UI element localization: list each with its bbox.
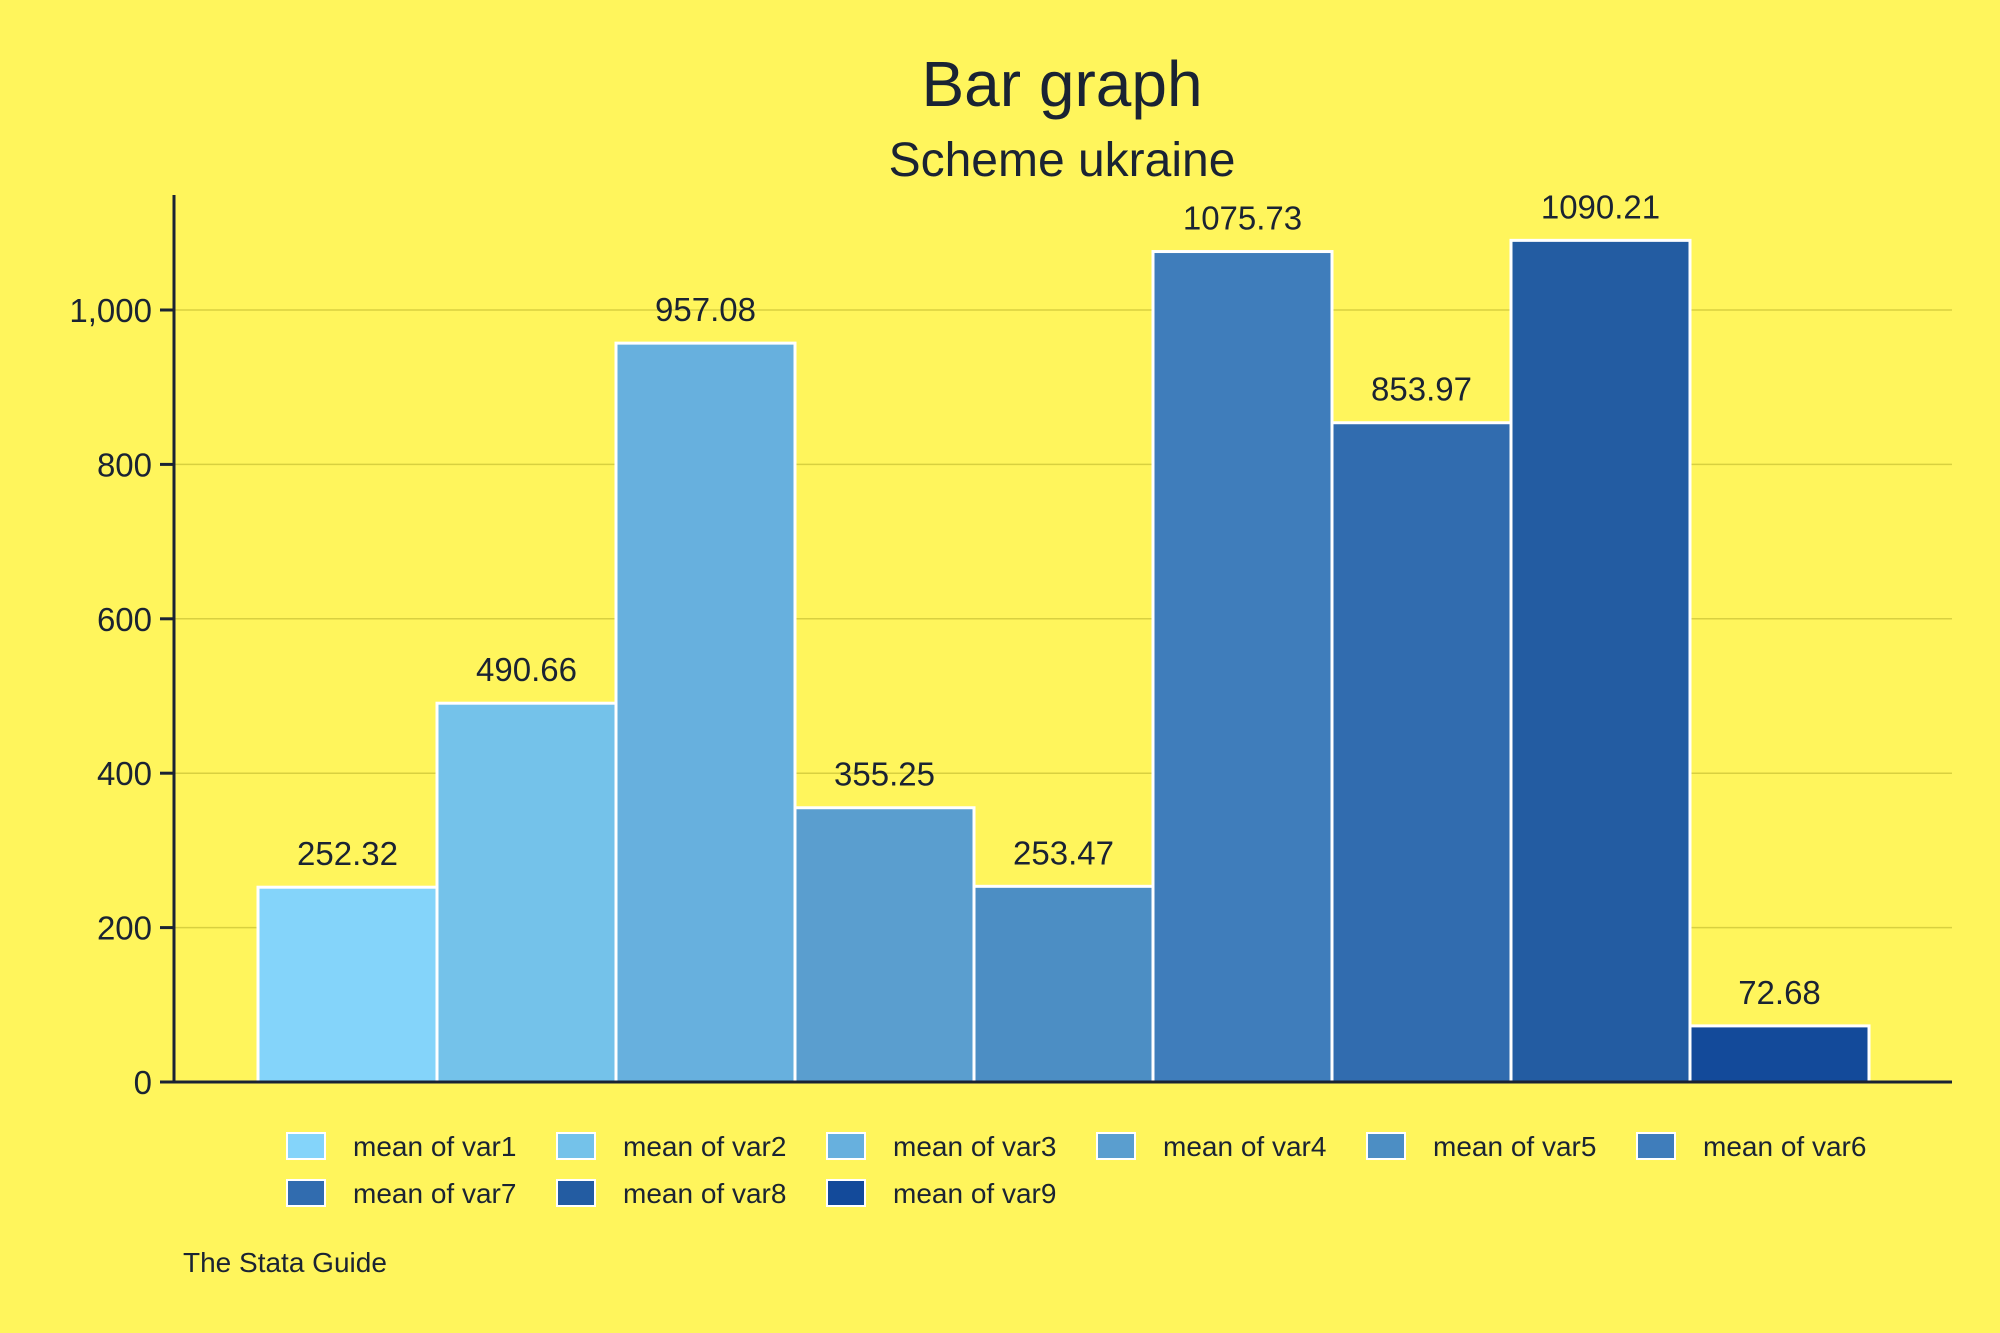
legend-item-var8: mean of var8 — [556, 1178, 786, 1209]
legend-label: mean of var6 — [1703, 1131, 1866, 1162]
y-tick-label: 400 — [97, 755, 152, 792]
chart-title: Bar graph — [921, 48, 1202, 120]
legend-label: mean of var4 — [1163, 1131, 1326, 1162]
legend-swatch — [286, 1179, 326, 1207]
legend-label: mean of var5 — [1433, 1131, 1596, 1162]
y-tick-label: 600 — [97, 601, 152, 638]
bar-label-var6: 1075.73 — [1183, 200, 1302, 237]
y-tick-label: 800 — [97, 446, 152, 483]
bar-label-var7: 853.97 — [1371, 371, 1472, 408]
bar-label-var1: 252.32 — [297, 835, 398, 872]
legend-label: mean of var2 — [623, 1131, 786, 1162]
legend-item-var6: mean of var6 — [1636, 1131, 1866, 1162]
legend-swatch — [556, 1132, 596, 1160]
bar-var3 — [614, 341, 797, 1084]
legend: mean of var1 mean of var2 mean of var3 mean… — [286, 1131, 1866, 1209]
legend-swatch — [1636, 1132, 1676, 1160]
bar-var8 — [1509, 238, 1692, 1084]
bar-label-var2: 490.66 — [476, 651, 577, 688]
bars-layer: 252.32 490.66 957.08 355.25 253.47 1075.73 853… — [256, 188, 1871, 1084]
bar-var5 — [972, 884, 1155, 1084]
bar-label-var8: 1090.21 — [1541, 188, 1660, 225]
bar-label-var5: 253.47 — [1013, 834, 1114, 871]
legend-label: mean of var9 — [893, 1178, 1056, 1209]
legend-item-var7: mean of var7 — [286, 1178, 516, 1209]
legend-swatch — [1366, 1132, 1406, 1160]
legend-item-var5: mean of var5 — [1366, 1131, 1596, 1162]
bar-var7 — [1330, 421, 1513, 1084]
legend-swatch — [826, 1179, 866, 1207]
chart-note: The Stata Guide — [183, 1247, 387, 1278]
legend-item-var3: mean of var3 — [826, 1131, 1056, 1162]
y-tick-label: 1,000 — [69, 292, 152, 329]
bar-label-var4: 355.25 — [834, 756, 935, 793]
chart-subtitle: Scheme ukraine — [889, 134, 1236, 187]
bar-var2 — [435, 701, 618, 1084]
legend-item-var1: mean of var1 — [286, 1131, 516, 1162]
bar-var4 — [793, 806, 976, 1084]
legend-item-var4: mean of var4 — [1096, 1131, 1326, 1162]
bar-var6 — [1151, 250, 1334, 1084]
bar-var9 — [1688, 1024, 1871, 1084]
bar-label-var3: 957.08 — [655, 291, 756, 328]
legend-swatch — [1096, 1132, 1136, 1160]
legend-item-var9: mean of var9 — [826, 1178, 1056, 1209]
legend-swatch — [286, 1132, 326, 1160]
legend-item-var2: mean of var2 — [556, 1131, 786, 1162]
y-tick-label: 0 — [134, 1064, 152, 1101]
bar-label-var9: 72.68 — [1738, 974, 1821, 1011]
legend-label: mean of var7 — [353, 1178, 516, 1209]
legend-label: mean of var8 — [623, 1178, 786, 1209]
bar-var1 — [256, 885, 439, 1084]
legend-swatch — [826, 1132, 866, 1160]
axis-layer: 0 200 400 600 800 1,000 — [69, 195, 1952, 1101]
legend-swatch — [556, 1179, 596, 1207]
legend-label: mean of var1 — [353, 1131, 516, 1162]
y-tick-label: 200 — [97, 910, 152, 947]
legend-label: mean of var3 — [893, 1131, 1056, 1162]
